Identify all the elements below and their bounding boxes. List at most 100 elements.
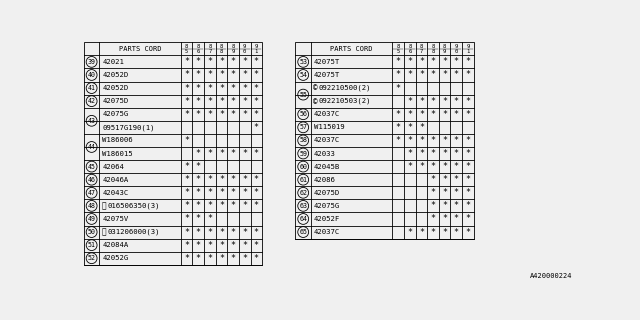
Text: *: * xyxy=(465,228,470,236)
Text: *: * xyxy=(230,201,236,210)
Text: *: * xyxy=(254,97,259,106)
Text: *: * xyxy=(230,254,236,263)
Text: *: * xyxy=(207,228,212,236)
Text: *: * xyxy=(184,241,189,250)
Text: 64: 64 xyxy=(300,216,307,222)
Text: *: * xyxy=(184,136,189,145)
Text: *: * xyxy=(419,228,424,236)
Text: *: * xyxy=(419,110,424,119)
Text: *: * xyxy=(254,70,259,79)
Text: *: * xyxy=(407,123,412,132)
Text: *: * xyxy=(396,84,401,92)
Text: *: * xyxy=(431,175,435,184)
Text: *: * xyxy=(254,188,259,197)
Text: 8: 8 xyxy=(208,44,211,49)
Text: *: * xyxy=(431,201,435,210)
Text: *: * xyxy=(196,97,201,106)
Text: *: * xyxy=(184,175,189,184)
Text: 8: 8 xyxy=(397,44,400,49)
Text: *: * xyxy=(465,175,470,184)
Text: 09517G190(1): 09517G190(1) xyxy=(102,124,155,131)
Text: 45: 45 xyxy=(88,164,95,170)
Text: 42: 42 xyxy=(88,98,95,104)
Text: PARTS CORD: PARTS CORD xyxy=(330,46,373,52)
Text: 9: 9 xyxy=(232,49,235,54)
Text: *: * xyxy=(207,175,212,184)
Text: 44: 44 xyxy=(88,144,95,150)
Text: 016506350(3): 016506350(3) xyxy=(107,203,159,209)
Text: 42037C: 42037C xyxy=(314,229,340,235)
Text: *: * xyxy=(230,57,236,66)
Text: *: * xyxy=(419,149,424,158)
Text: 51: 51 xyxy=(88,242,95,248)
Text: *: * xyxy=(254,110,259,119)
Text: *: * xyxy=(196,162,201,171)
Text: 42045B: 42045B xyxy=(314,164,340,170)
Text: *: * xyxy=(419,136,424,145)
Text: *: * xyxy=(396,136,401,145)
Text: 7: 7 xyxy=(420,49,423,54)
Text: 42043C: 42043C xyxy=(102,190,129,196)
Text: *: * xyxy=(230,70,236,79)
Text: ©: © xyxy=(313,97,318,106)
Text: A420000224: A420000224 xyxy=(530,273,572,279)
Text: *: * xyxy=(431,110,435,119)
Text: 53: 53 xyxy=(300,59,307,65)
Text: *: * xyxy=(242,110,247,119)
Text: *: * xyxy=(431,136,435,145)
Text: *: * xyxy=(219,97,224,106)
Text: *: * xyxy=(465,57,470,66)
Text: 43: 43 xyxy=(88,118,95,124)
Text: *: * xyxy=(219,110,224,119)
Text: 62: 62 xyxy=(300,190,307,196)
Text: *: * xyxy=(184,97,189,106)
Text: *: * xyxy=(396,70,401,79)
Text: 56: 56 xyxy=(300,111,307,117)
Text: *: * xyxy=(230,84,236,92)
Text: *: * xyxy=(219,254,224,263)
Text: *: * xyxy=(465,214,470,223)
Text: W115019: W115019 xyxy=(314,124,345,130)
Text: *: * xyxy=(196,149,201,158)
Text: *: * xyxy=(219,84,224,92)
Text: 47: 47 xyxy=(88,190,95,196)
Text: 42052G: 42052G xyxy=(102,255,129,261)
Text: PARTS CORD: PARTS CORD xyxy=(119,46,161,52)
Text: *: * xyxy=(196,228,201,236)
Text: *: * xyxy=(207,70,212,79)
Text: *: * xyxy=(242,228,247,236)
Text: *: * xyxy=(219,241,224,250)
Text: *: * xyxy=(207,241,212,250)
Text: 50: 50 xyxy=(88,229,95,235)
Text: *: * xyxy=(219,228,224,236)
Text: *: * xyxy=(442,110,447,119)
Text: *: * xyxy=(184,70,189,79)
Text: *: * xyxy=(230,175,236,184)
Text: *: * xyxy=(254,228,259,236)
Text: *: * xyxy=(219,149,224,158)
Text: *: * xyxy=(184,201,189,210)
Text: 41: 41 xyxy=(88,85,95,91)
Text: 58: 58 xyxy=(300,137,307,143)
Text: 8: 8 xyxy=(220,49,223,54)
Text: 6: 6 xyxy=(408,49,412,54)
Text: 57: 57 xyxy=(300,124,307,130)
Text: 42075V: 42075V xyxy=(102,216,129,222)
Text: *: * xyxy=(442,188,447,197)
Text: *: * xyxy=(254,123,259,132)
Text: *: * xyxy=(442,162,447,171)
Text: 40: 40 xyxy=(88,72,95,78)
Text: *: * xyxy=(454,214,459,223)
Text: 1: 1 xyxy=(467,49,470,54)
Text: *: * xyxy=(184,254,189,263)
Text: *: * xyxy=(254,241,259,250)
Text: *: * xyxy=(242,254,247,263)
Text: *: * xyxy=(196,201,201,210)
Text: 8: 8 xyxy=(232,44,235,49)
Text: *: * xyxy=(196,70,201,79)
Text: *: * xyxy=(431,97,435,106)
Text: *: * xyxy=(196,241,201,250)
Text: 46: 46 xyxy=(88,177,95,183)
Text: *: * xyxy=(442,201,447,210)
Text: *: * xyxy=(431,228,435,236)
